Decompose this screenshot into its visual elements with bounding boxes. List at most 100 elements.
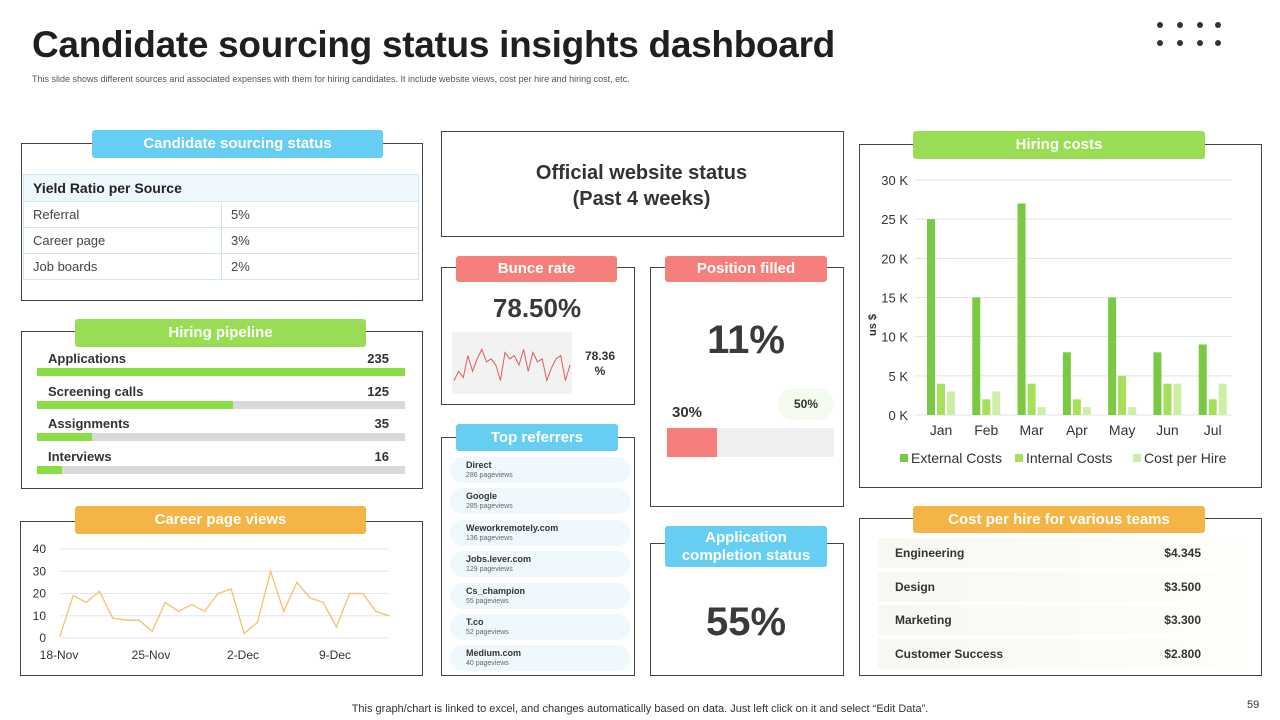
source-ratio: 2% — [221, 253, 419, 280]
referrer-name: Medium.com — [466, 648, 522, 658]
bar-external-costs — [1062, 352, 1071, 415]
list-item[interactable]: Google 285 pageviews — [450, 488, 630, 514]
position-target-badge — [778, 388, 834, 420]
table-row: Customer Success $2.800 — [878, 639, 1246, 669]
list-item[interactable]: T.co 52 pageviews — [450, 614, 630, 640]
menu-dots-icon[interactable] — [1157, 22, 1221, 50]
bar-external-costs — [1153, 352, 1162, 415]
position-target-label: 50% — [793, 397, 819, 411]
table-row: Design $3.500 — [878, 572, 1246, 602]
bar-cost-per-hire — [992, 391, 1001, 415]
hiring-costs-title: Hiring costs — [913, 131, 1205, 159]
referrer-views: 286 pageviews — [466, 472, 513, 479]
source-name: Job boards — [23, 253, 222, 280]
pipeline-label: Applications — [48, 351, 127, 366]
x-tick-label: Jul — [1204, 422, 1222, 438]
data-point — [388, 614, 390, 617]
y-tick-label: 30 — [33, 564, 47, 578]
bounce-title: Bunce rate — [456, 256, 617, 282]
y-tick-label: 5 K — [888, 369, 908, 384]
legend-label: Cost per Hire — [1144, 450, 1227, 466]
legend-swatch — [900, 454, 908, 462]
referrer-views: 52 pageviews — [466, 629, 509, 636]
data-point — [256, 621, 259, 624]
referrer-views: 136 pageviews — [466, 535, 513, 542]
application-value: 55% — [705, 600, 787, 644]
y-tick-label: 15 K — [881, 291, 908, 306]
x-tick-label: Mar — [1020, 422, 1044, 438]
bar-cost-per-hire — [947, 391, 955, 415]
data-point — [111, 617, 114, 619]
referrer-views: 55 pageviews — [466, 598, 509, 605]
data-point — [269, 570, 272, 573]
table-row: Engineering $4.345 — [878, 538, 1246, 568]
table-row: Referral 5% — [23, 201, 419, 228]
list-item[interactable]: Medium.com 40 pageviews — [450, 645, 630, 671]
bar-internal-costs — [1163, 383, 1172, 415]
y-tick-label: 40 — [33, 542, 47, 556]
y-axis-label: us $ — [867, 314, 879, 336]
bar-internal-costs — [982, 399, 991, 415]
list-item[interactable]: Weworkremotely.com 136 pageviews — [450, 520, 630, 546]
source-ratio: 5% — [221, 201, 419, 228]
application-title: Application completion status — [665, 526, 827, 567]
pipeline-track — [37, 368, 405, 376]
team-cost: $4.345 — [1164, 546, 1201, 560]
table-row: Job boards 2% — [23, 253, 419, 280]
legend-swatch — [1015, 454, 1023, 462]
pipeline-track — [37, 433, 405, 441]
y-tick-label: 0 K — [888, 408, 908, 423]
bar-internal-costs — [1072, 399, 1081, 415]
x-tick-label: Jan — [930, 422, 953, 438]
pipeline-label: Screening calls — [48, 384, 144, 399]
y-tick-label: 20 K — [881, 251, 908, 266]
y-tick-label: 10 — [33, 609, 47, 623]
bar-internal-costs — [1208, 399, 1217, 415]
y-tick-label: 10 K — [881, 330, 908, 345]
y-tick-label: 30 K — [881, 173, 908, 188]
list-item[interactable]: Jobs.lever.com 129 pageviews — [450, 551, 630, 577]
pipeline-track — [37, 466, 405, 474]
pipeline-bar — [37, 466, 63, 474]
sparkline-background — [452, 332, 572, 394]
pipeline-bar — [37, 433, 92, 441]
website-title-line1: Official website status — [535, 162, 748, 184]
pipeline-label: Assignments — [48, 416, 130, 431]
page-number: 59 — [1247, 699, 1260, 711]
data-point — [190, 603, 193, 606]
table-row: Marketing $3.300 — [878, 605, 1246, 635]
data-point — [177, 610, 180, 613]
views-line — [59, 568, 390, 637]
team-name: Design — [895, 580, 936, 594]
x-tick-label: 9-Dec — [319, 648, 351, 662]
list-item[interactable]: Cs_champion 55 pageviews — [450, 583, 630, 609]
team-name: Customer Success — [895, 647, 1004, 661]
legend-label: Internal Costs — [1026, 450, 1112, 466]
bar-cost-per-hire — [1218, 383, 1227, 415]
data-point — [125, 619, 127, 621]
yield-table: Yield Ratio per Source Referral 5% Career… — [23, 174, 419, 280]
website-title-line2: (Past 4 weeks) — [572, 188, 711, 210]
source-name: Referral — [23, 201, 222, 228]
page-subtitle: This slide shows different sources and a… — [32, 74, 630, 84]
hiring-costs-panel — [859, 144, 1262, 488]
data-point — [348, 592, 351, 595]
referrer-name: Jobs.lever.com — [466, 554, 532, 564]
referrer-name: Direct — [466, 460, 492, 470]
referrers-title: Top referrers — [456, 424, 618, 451]
page-title: Candidate sourcing status insights dashb… — [32, 24, 835, 65]
list-item[interactable]: Direct 286 pageviews — [450, 457, 630, 483]
bar-cost-per-hire — [1082, 407, 1091, 415]
data-point — [164, 601, 167, 604]
position-track — [667, 428, 834, 457]
source-name: Career page — [23, 227, 222, 254]
y-tick-label: 20 — [33, 587, 47, 601]
referrer-name: Cs_champion — [466, 586, 526, 596]
pipeline-value: 125 — [367, 384, 389, 399]
bar-external-costs — [1198, 344, 1207, 415]
bar-internal-costs — [1118, 375, 1127, 415]
data-point — [151, 630, 153, 633]
team-name: Marketing — [895, 613, 952, 627]
data-point — [322, 601, 325, 604]
data-point — [217, 592, 219, 595]
